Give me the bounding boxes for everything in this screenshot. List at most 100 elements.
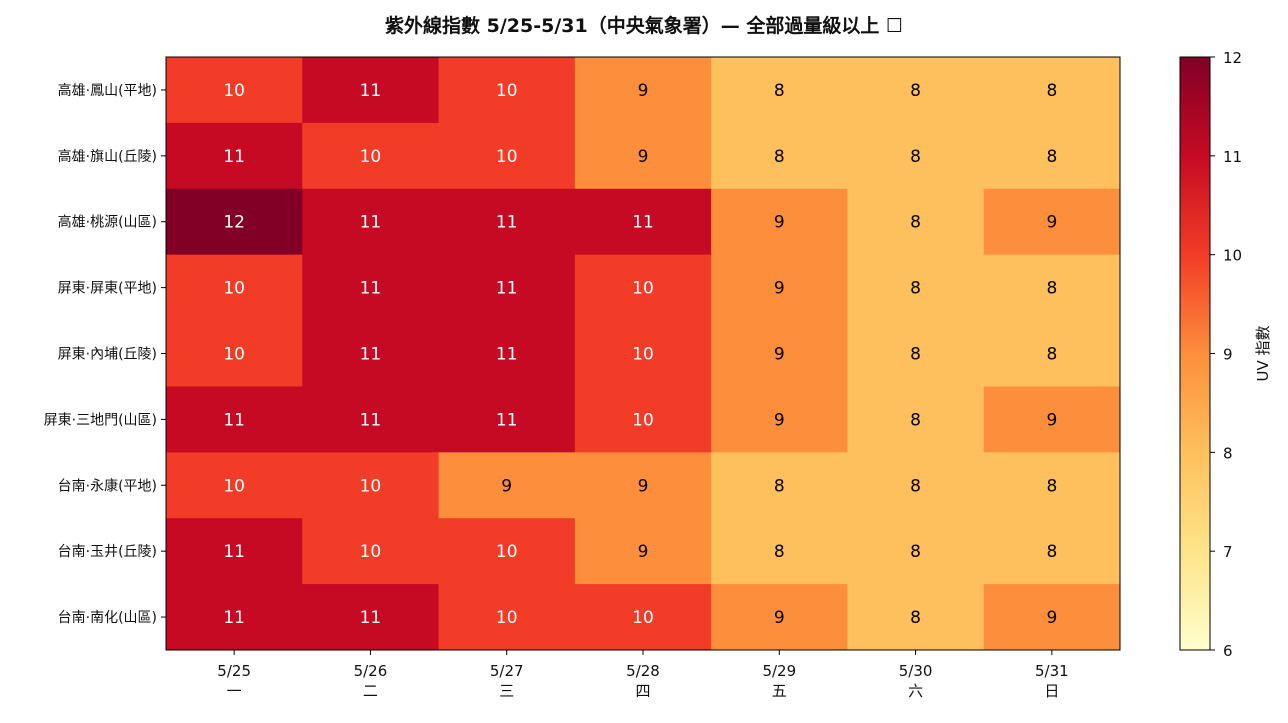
y-tick-label: 台南·玉井(丘陵) xyxy=(58,544,157,560)
cell-value-label: 9 xyxy=(638,542,649,562)
colorbar-tick-label: 9 xyxy=(1223,346,1233,364)
x-tick-date-label: 5/30 xyxy=(899,662,933,680)
x-tick-weekday-label: 二 xyxy=(363,682,378,700)
cell-value-label: 8 xyxy=(1046,81,1057,101)
heatmap-cell xyxy=(847,452,985,519)
heatmap-cell xyxy=(302,518,440,585)
heatmap-cell xyxy=(302,188,440,256)
heatmap-cell xyxy=(438,452,576,519)
cell-value-label: 8 xyxy=(774,81,785,101)
cell-value-label: 11 xyxy=(632,213,654,233)
heatmap-cell xyxy=(711,188,848,256)
heatmap-cell xyxy=(302,254,440,322)
colorbar-label: UV 指數 xyxy=(1254,325,1272,381)
chart-title: 紫外線指數 5/25-5/31（中央氣象署）— 全部過量級以上 ☐ xyxy=(385,14,903,37)
colorbar-gradient xyxy=(1179,56,1211,651)
cell-value-label: 10 xyxy=(632,345,654,365)
cell-value-label: 10 xyxy=(360,147,382,167)
heatmap-cell xyxy=(983,188,1121,256)
cell-value-label: 11 xyxy=(360,345,382,365)
cell-value-label: 11 xyxy=(360,608,382,628)
heatmap-cell xyxy=(847,386,985,453)
heatmap-cell xyxy=(166,518,303,585)
cell-value-label: 9 xyxy=(638,476,649,496)
y-tick-label: 高雄·鳳山(平地) xyxy=(58,82,157,99)
heatmap-cell xyxy=(711,320,848,387)
heatmap-cell xyxy=(166,254,303,322)
heatmap-cell xyxy=(574,122,712,190)
heatmap-cell xyxy=(302,57,440,124)
colorbar-ticks: 6 7 8 9 10 11 12 xyxy=(1210,49,1242,660)
cell-value-label: 11 xyxy=(223,410,245,430)
heatmap-cell xyxy=(574,254,712,322)
heatmap-cell xyxy=(983,386,1121,453)
y-tick-label: 屏東·內埔(丘陵) xyxy=(58,347,157,363)
cell-value-label: 10 xyxy=(223,345,245,365)
heatmap-cell xyxy=(983,57,1121,124)
cell-value-label: 10 xyxy=(360,476,382,496)
cell-value-label: 11 xyxy=(360,279,382,299)
colorbar-tick-label: 8 xyxy=(1223,444,1233,462)
cell-value-label: 8 xyxy=(774,476,785,496)
colorbar: 6 7 8 9 10 11 12 UV 指數 xyxy=(1179,49,1272,660)
cell-value-label: 10 xyxy=(223,279,245,299)
cell-value-label: 8 xyxy=(910,410,921,430)
x-tick-weekday-label: 一 xyxy=(227,682,242,700)
cell-value-label: 10 xyxy=(223,476,245,496)
heatmap-cell xyxy=(574,386,712,453)
heatmap-cell xyxy=(438,320,576,387)
heatmap-cell xyxy=(983,452,1121,519)
x-tick-weekday-label: 四 xyxy=(635,682,650,700)
heatmap-cell xyxy=(574,584,712,651)
heatmap-cell xyxy=(302,122,440,190)
cell-value-label: 8 xyxy=(1046,476,1057,496)
cell-value-label: 11 xyxy=(223,608,245,628)
heatmap-cell xyxy=(302,386,440,453)
cell-value-label: 10 xyxy=(496,542,518,562)
heatmap-cell xyxy=(711,57,848,124)
cell-value-label: 9 xyxy=(774,213,785,233)
heatmap-cell xyxy=(574,452,712,519)
y-tick-label: 台南·永康(平地) xyxy=(58,477,157,494)
heatmap-cell xyxy=(847,188,985,256)
x-tick-date-label: 5/29 xyxy=(762,662,796,680)
cell-value-label: 8 xyxy=(910,542,921,562)
heatmap-cell xyxy=(302,452,440,519)
heatmap-cell xyxy=(302,320,440,387)
cell-value-label: 10 xyxy=(223,81,245,101)
cell-value-label: 8 xyxy=(910,213,921,233)
colorbar-tick-label: 12 xyxy=(1223,49,1242,67)
y-tick-label: 台南·南化(山區) xyxy=(58,610,157,626)
cell-value-label: 10 xyxy=(496,147,518,167)
y-tick-label: 高雄·桃源(山區) xyxy=(58,214,157,231)
heatmap-cell xyxy=(438,518,576,585)
heatmap-cell xyxy=(983,254,1121,322)
heatmap-cell xyxy=(983,518,1121,585)
heatmap-cell xyxy=(438,386,576,453)
cell-value-label: 11 xyxy=(223,542,245,562)
x-tick-date-label: 5/27 xyxy=(490,662,524,680)
cell-value-label: 8 xyxy=(1046,279,1057,299)
y-tick-label: 屏東·三地門(山區) xyxy=(44,412,157,428)
heatmap-cell xyxy=(438,188,576,256)
heatmap-cell xyxy=(574,320,712,387)
heatmap-cell xyxy=(711,254,848,322)
heatmap-cell xyxy=(166,57,303,124)
colorbar-tick-label: 10 xyxy=(1223,247,1242,265)
cell-value-label: 11 xyxy=(496,279,518,299)
cell-value-label: 9 xyxy=(1046,608,1057,628)
x-tick-weekday-label: 五 xyxy=(772,682,787,700)
cell-value-label: 11 xyxy=(496,345,518,365)
y-axis: 高雄·鳳山(平地) 高雄·旗山(丘陵) 高雄·桃源(山區) 屏東·屏東(平地) 屏東·內… xyxy=(44,82,166,626)
cell-value-label: 8 xyxy=(1046,147,1057,167)
cell-value-label: 8 xyxy=(910,476,921,496)
cell-value-label: 8 xyxy=(910,608,921,628)
heatmap-cell xyxy=(302,584,440,651)
heatmap-cell xyxy=(438,122,576,190)
x-tick-weekday-label: 六 xyxy=(908,682,923,700)
heatmap-cell xyxy=(166,386,303,453)
heatmap-cell xyxy=(166,320,303,387)
cell-value-label: 9 xyxy=(774,345,785,365)
heatmap-cell xyxy=(983,320,1121,387)
